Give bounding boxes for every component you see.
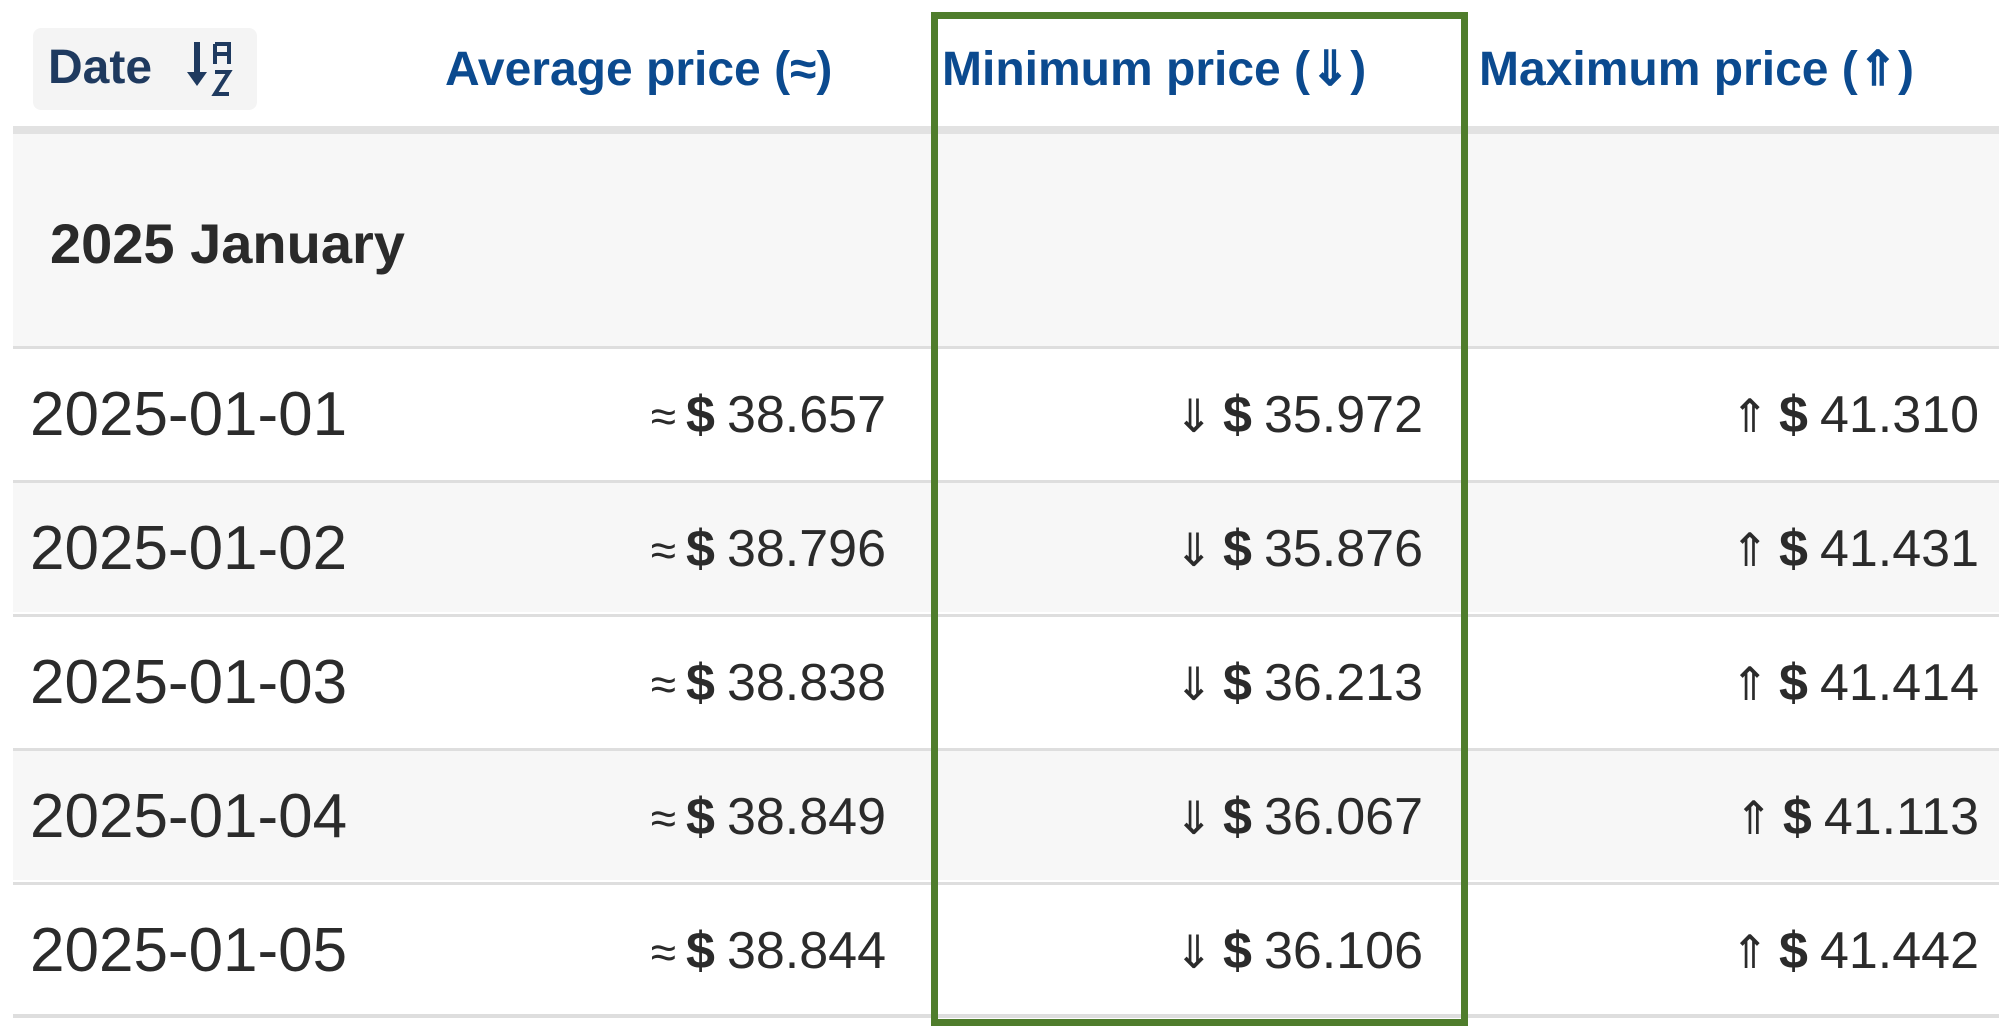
table-row: 2025-01-01 ≈ $38.657 ⇓ $35.972 ⇑ $41.310	[13, 346, 1999, 478]
dollar-icon: $	[1779, 922, 1808, 980]
row-date: 2025-01-03	[30, 648, 348, 717]
approx-icon: ≈	[650, 792, 677, 844]
double-up-arrow-icon: ⇑	[1730, 390, 1770, 442]
dollar-icon: $	[1223, 922, 1252, 980]
maximum-price-cell: ⇑ $41.414	[1730, 654, 1979, 712]
dollar-icon: $	[686, 788, 715, 846]
maximum-price-header[interactable]: Maximum price (⇑)	[1479, 43, 1914, 96]
header-divider	[13, 126, 1999, 134]
minimum-price-cell: ⇓ $35.876	[1174, 520, 1423, 578]
dollar-icon: $	[1779, 654, 1808, 712]
average-price-cell: ≈ $38.844	[650, 922, 886, 980]
row-date: 2025-01-02	[30, 514, 348, 583]
approx-icon: ≈	[650, 524, 677, 576]
dollar-icon: $	[1223, 788, 1252, 846]
table-row: 2025-01-03 ≈ $38.838 ⇓ $36.213 ⇑ $41.414	[13, 614, 1999, 746]
dollar-icon: $	[1779, 386, 1808, 444]
double-down-arrow-icon: ⇓	[1174, 524, 1214, 576]
dollar-icon: $	[1223, 654, 1252, 712]
double-up-arrow-icon: ⇑	[1730, 926, 1770, 978]
row-date: 2025-01-01	[30, 380, 348, 449]
average-price-cell: ≈ $38.838	[650, 654, 886, 712]
minimum-price-cell: ⇓ $35.972	[1174, 386, 1423, 444]
maximum-price-cell: ⇑ $41.431	[1730, 520, 1979, 578]
double-down-arrow-icon: ⇓	[1174, 792, 1214, 844]
double-down-arrow-icon: ⇓	[1174, 658, 1214, 710]
sort-az-icon[interactable]	[185, 38, 241, 100]
double-down-arrow-icon: ⇓	[1174, 390, 1214, 442]
average-price-cell: ≈ $38.796	[650, 520, 886, 578]
dollar-icon: $	[686, 520, 715, 578]
approx-icon: ≈	[650, 658, 677, 710]
minimum-price-cell: ⇓ $36.106	[1174, 922, 1423, 980]
table-bottom-divider	[13, 1014, 1999, 1018]
row-date: 2025-01-04	[30, 782, 348, 851]
month-group-row: 2025 January	[13, 134, 1999, 346]
maximum-price-cell: ⇑ $41.310	[1730, 386, 1979, 444]
table-header: Date Average price (≈) Minimum price (⇓)…	[13, 8, 1999, 126]
double-up-arrow-icon: ⇑	[1734, 792, 1773, 844]
month-group-label: 2025 January	[50, 212, 405, 275]
average-price-header[interactable]: Average price (≈)	[445, 43, 833, 96]
date-column-header[interactable]: Date	[48, 41, 153, 94]
double-up-arrow-icon: ⇑	[1730, 524, 1770, 576]
row-date: 2025-01-05	[30, 916, 348, 985]
date-sort-button[interactable]	[33, 28, 257, 110]
table-row: 2025-01-02 ≈ $38.796 ⇓ $35.876 ⇑ $41.431	[13, 480, 1999, 612]
dollar-icon: $	[1223, 386, 1252, 444]
dollar-icon: $	[1223, 520, 1252, 578]
average-price-cell: ≈ $38.657	[650, 386, 886, 444]
double-up-arrow-icon: ⇑	[1730, 658, 1770, 710]
maximum-price-cell: ⇑ $41.442	[1730, 922, 1979, 980]
approx-icon: ≈	[650, 926, 677, 978]
minimum-price-cell: ⇓ $36.067	[1174, 788, 1423, 846]
table-row: 2025-01-05 ≈ $38.844 ⇓ $36.106 ⇑ $41.442	[13, 882, 1999, 1014]
approx-icon: ≈	[650, 390, 677, 442]
maximum-price-cell: ⇑ $41.113	[1734, 788, 1979, 846]
minimum-price-header[interactable]: Minimum price (⇓)	[942, 43, 1367, 96]
dollar-icon: $	[686, 386, 715, 444]
dollar-icon: $	[686, 654, 715, 712]
double-down-arrow-icon: ⇓	[1174, 926, 1214, 978]
average-price-cell: ≈ $38.849	[650, 788, 886, 846]
dollar-icon: $	[1782, 788, 1812, 846]
dollar-icon: $	[686, 922, 715, 980]
table-row: 2025-01-04 ≈ $38.849 ⇓ $36.067 ⇑ $41.113	[13, 748, 1999, 880]
minimum-price-cell: ⇓ $36.213	[1174, 654, 1423, 712]
dollar-icon: $	[1779, 520, 1808, 578]
